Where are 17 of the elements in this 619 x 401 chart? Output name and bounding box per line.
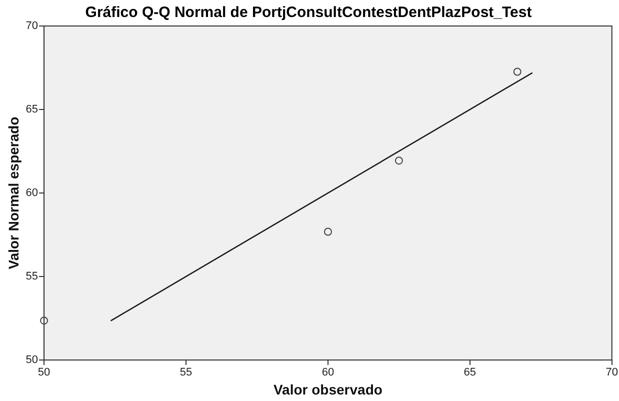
point [513, 68, 522, 76]
point [394, 156, 403, 165]
point [324, 228, 332, 236]
x-tick-label: 60 [322, 366, 334, 379]
x-axis-title: Valor observado [273, 381, 382, 398]
y-axis-title: Valor Normal esperado [5, 116, 22, 270]
x-tick-label: 70 [606, 366, 618, 379]
y-tick-label: 70 [26, 20, 38, 32]
y-tick-label: 60 [26, 187, 38, 200]
y-tick-label: 65 [26, 104, 38, 116]
y-tick-label: 55 [26, 270, 38, 283]
x-tick-label: 55 [180, 366, 192, 379]
y-tick-label: 50 [26, 354, 38, 366]
x-tick-label: 50 [38, 366, 50, 379]
x-tick-label: 65 [464, 366, 476, 379]
chart-title: Gráfico Q-Q Normal de PortjConsultContestDentPlazPost_Test [85, 4, 532, 22]
point [40, 316, 48, 325]
